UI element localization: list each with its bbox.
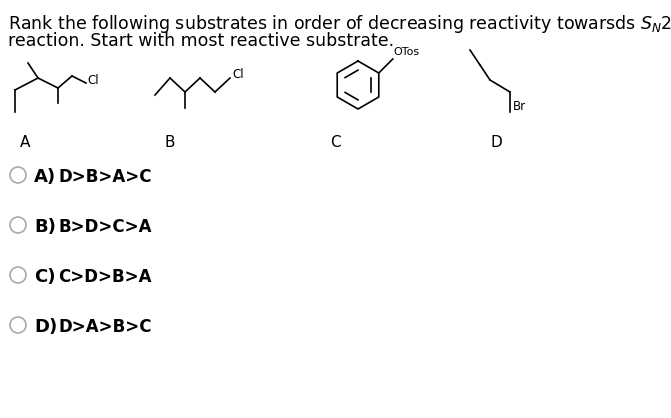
Text: Cl: Cl bbox=[87, 74, 99, 87]
Text: reaction. Start with most reactive substrate.: reaction. Start with most reactive subst… bbox=[8, 32, 394, 50]
Text: C: C bbox=[330, 135, 341, 150]
Text: A): A) bbox=[34, 168, 56, 186]
Text: Cl: Cl bbox=[232, 69, 244, 82]
Text: D): D) bbox=[34, 318, 57, 336]
Text: B>D>C>A: B>D>C>A bbox=[58, 218, 152, 236]
Text: B: B bbox=[165, 135, 176, 150]
Text: D: D bbox=[490, 135, 502, 150]
Text: C): C) bbox=[34, 268, 56, 286]
Text: D>B>A>C: D>B>A>C bbox=[58, 168, 152, 186]
Text: A: A bbox=[20, 135, 30, 150]
Text: Br: Br bbox=[513, 99, 526, 112]
Text: Rank the following substrates in order of decreasing reactivity towarsds $S_N$2: Rank the following substrates in order o… bbox=[8, 13, 671, 35]
Text: D>A>B>C: D>A>B>C bbox=[58, 318, 152, 336]
Text: C>D>B>A: C>D>B>A bbox=[58, 268, 152, 286]
Text: B): B) bbox=[34, 218, 56, 236]
Text: OTos: OTos bbox=[394, 47, 420, 57]
